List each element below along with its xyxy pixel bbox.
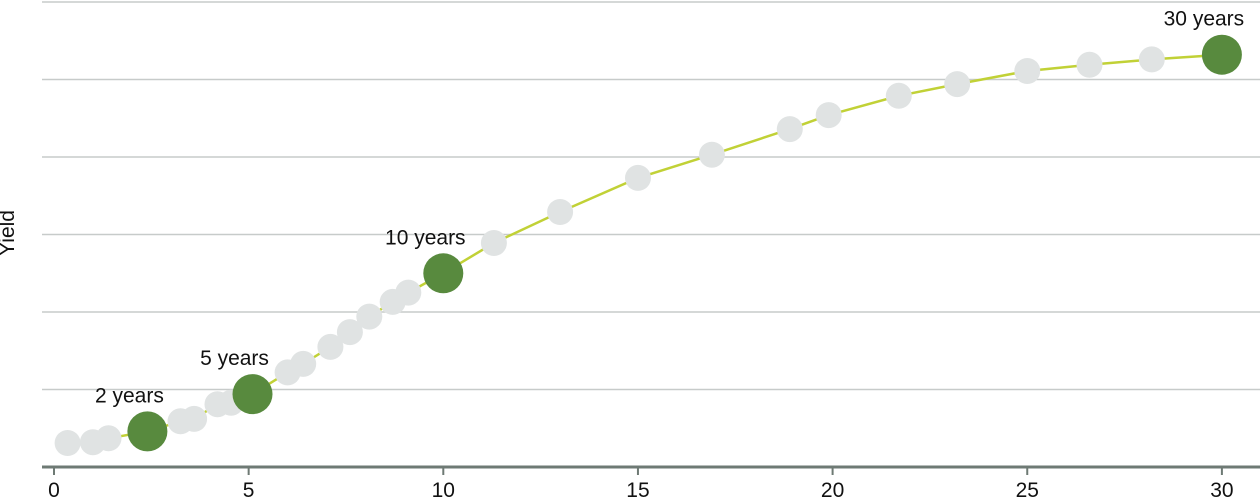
point-label: 30 years bbox=[1164, 8, 1245, 31]
data-point bbox=[290, 350, 317, 377]
highlighted-data-point bbox=[423, 253, 464, 294]
data-point bbox=[480, 230, 507, 256]
data-point bbox=[317, 333, 344, 360]
data-point bbox=[395, 279, 422, 306]
point-label: 2 years bbox=[95, 384, 164, 407]
data-point bbox=[944, 71, 971, 98]
highlighted-data-point bbox=[232, 374, 273, 415]
data-point bbox=[181, 405, 208, 432]
data-point bbox=[95, 425, 122, 452]
data-point bbox=[698, 141, 725, 168]
gridlines bbox=[42, 1, 1260, 391]
point-label: 10 years bbox=[385, 226, 466, 249]
data-point bbox=[1076, 51, 1103, 78]
data-point bbox=[625, 164, 651, 191]
data-points bbox=[54, 34, 1242, 456]
point-label: 5 years bbox=[200, 347, 269, 370]
data-point bbox=[547, 199, 574, 225]
x-axis-tick-label: 25 bbox=[1016, 479, 1039, 500]
data-point bbox=[885, 82, 912, 109]
data-point bbox=[356, 303, 383, 330]
data-point bbox=[336, 319, 363, 346]
x-axis-tick-label: 15 bbox=[626, 479, 649, 500]
x-axis-tick-label: 30 bbox=[1210, 479, 1233, 500]
x-axis-tick-label: 10 bbox=[432, 479, 455, 500]
point-annotations: 2 years 5 years 10 years 30 years bbox=[95, 8, 1244, 408]
data-point bbox=[54, 430, 81, 456]
x-axis-tick-label: 5 bbox=[243, 479, 255, 500]
x-axis: 0 5 10 15 20 25 30 bbox=[42, 465, 1260, 500]
x-axis-tick-label: 0 bbox=[48, 479, 60, 500]
data-point bbox=[776, 116, 803, 143]
data-point bbox=[1138, 46, 1165, 73]
data-point bbox=[815, 102, 842, 129]
x-axis-tick-label: 20 bbox=[821, 479, 844, 500]
y-axis-label: Yield bbox=[0, 210, 19, 256]
highlighted-data-point bbox=[1201, 34, 1242, 75]
highlighted-data-point bbox=[127, 411, 168, 452]
data-point bbox=[1014, 58, 1041, 84]
